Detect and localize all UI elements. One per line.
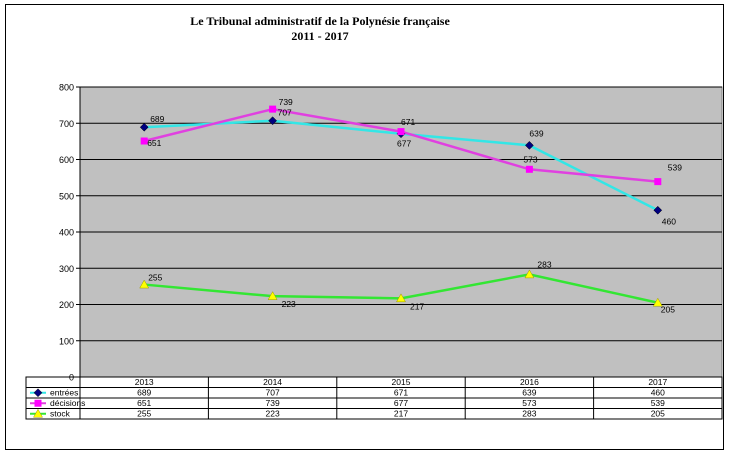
data-point-0-0 [139,122,149,132]
legend-swatch-marker-2 [33,408,43,418]
table-cell-0-2: 671 [394,388,408,398]
table-cell-2-4: 205 [651,409,665,419]
legend-label-1: décisions [50,398,85,408]
legend-label-2: stock [50,409,71,419]
table-cell-0-3: 639 [522,388,536,398]
x-tick-label: 2015 [392,377,411,387]
data-label-2-0: 255 [148,273,162,283]
data-point-0-1 [268,116,277,126]
chart-title-block: Le Tribunal administratif de la Polynési… [130,14,510,44]
table-cell-0-4: 460 [651,388,665,398]
y-tick-label: 500 [59,191,74,201]
data-label-0-0: 689 [150,114,164,124]
y-tick-label: 200 [59,300,74,310]
data-label-0-4: 460 [662,216,676,226]
data-point-2-3 [524,269,535,279]
table-cell-1-1: 739 [266,398,280,408]
legend-label-0: entrées [50,388,78,398]
table-cell-1-2: 677 [394,398,408,408]
data-point-0-3 [525,141,534,150]
table-cell-0-0: 689 [137,388,151,398]
x-tick-label: 2016 [520,377,539,387]
y-tick-label: 400 [59,228,74,238]
x-tick-label: 2013 [135,377,154,387]
data-point-2-4 [652,297,663,307]
data-label-0-1: 707 [278,108,292,118]
table-cell-1-0: 651 [137,398,151,408]
data-point-2-2 [396,293,406,303]
data-label-1-3: 573 [523,154,537,164]
table-cell-1-4: 539 [651,398,665,408]
data-point-1-1 [269,105,277,113]
table-cell-0-1: 707 [266,388,280,398]
data-label-1-2: 677 [397,139,411,149]
y-tick-label: 100 [59,336,74,346]
table-cell-1-3: 573 [522,398,536,408]
data-label-2-3: 283 [537,259,551,269]
data-point-1-3 [525,165,533,173]
data-label-2-1: 223 [282,299,296,309]
data-label-1-1: 739 [279,97,293,107]
data-point-2-1 [267,291,278,300]
y-tick-label: 600 [59,155,74,165]
y-tick-label: 700 [59,119,74,129]
y-tick-label: 300 [59,264,74,274]
table-cell-2-0: 255 [137,409,151,419]
table-cell-2-3: 283 [522,409,536,419]
x-tick-label: 2014 [263,377,282,387]
data-point-0-4 [653,205,663,215]
data-point-1-2 [397,128,405,136]
data-point-1-4 [654,178,662,186]
data-label-0-3: 639 [529,128,543,138]
table-cell-2-2: 217 [394,409,408,419]
table-cell-2-1: 223 [266,409,280,419]
data-point-1-0 [140,137,148,145]
data-label-1-0: 651 [147,138,161,148]
data-point-2-0 [139,279,150,289]
x-tick-label: 2017 [648,377,667,387]
data-label-1-4: 539 [668,163,682,173]
legend-swatch-marker-0 [33,388,43,398]
data-label-0-2: 671 [401,117,415,127]
chart-title: Le Tribunal administratif de la Polynési… [190,14,450,28]
chart-subtitle: 2011 - 2017 [291,29,349,43]
legend-swatch-marker-1 [34,399,42,407]
data-label-2-4: 205 [661,305,675,315]
y-tick-label: 800 [59,83,74,93]
data-label-2-2: 217 [410,301,424,311]
